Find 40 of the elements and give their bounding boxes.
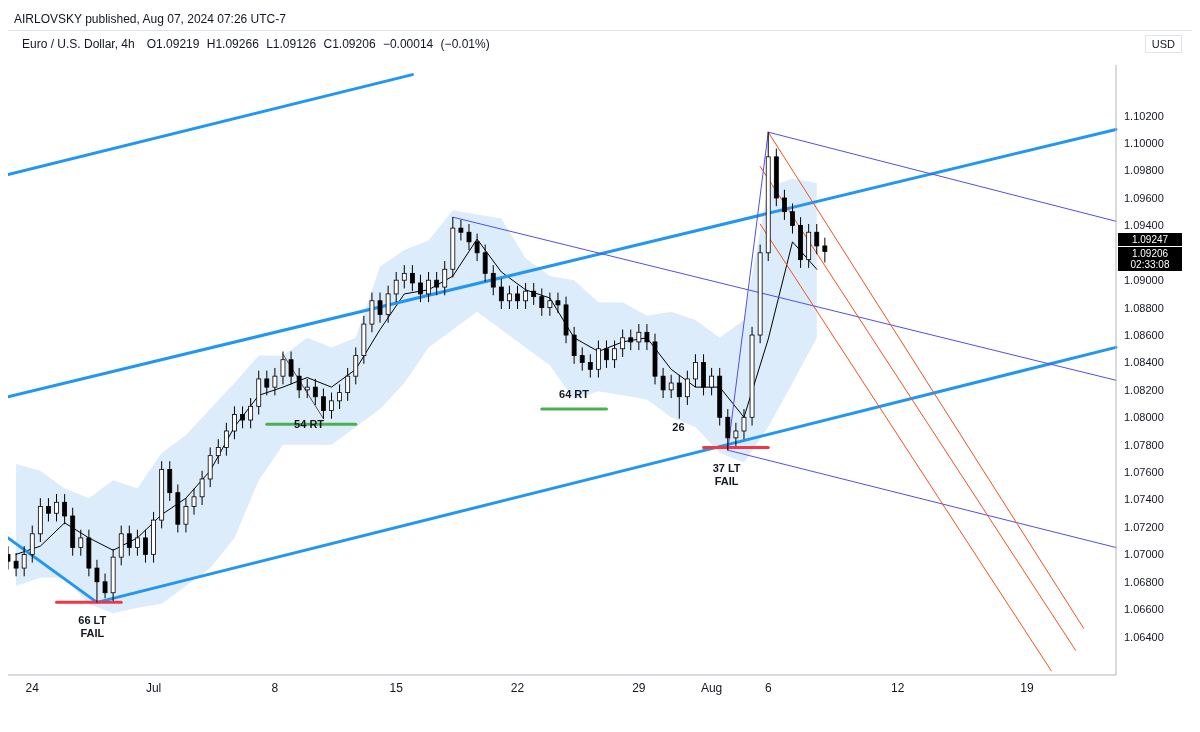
y-tick-label: 1.09600	[1124, 191, 1164, 204]
y-tick-label: 1.09400	[1124, 219, 1164, 232]
y-tick-label: 1.08200	[1124, 383, 1164, 396]
y-tick-label: 1.09800	[1124, 164, 1164, 177]
text: 1.09206 02:33:08	[1118, 248, 1182, 271]
y-tick-label: 1.07800	[1124, 438, 1164, 451]
x-tick-label: 19	[1020, 680, 1035, 695]
text: AIRLOVSKY published, Aug 07, 2024 07:26 UTC-7	[13, 11, 287, 28]
y-tick-label: 1.06400	[1124, 630, 1164, 643]
x-tick-label: Aug	[700, 680, 723, 695]
x-tick-label: 6	[764, 680, 772, 695]
y-tick-label: 1.07000	[1124, 548, 1164, 561]
y-tick-label: 1.08400	[1124, 356, 1164, 369]
y-tick-label: 1.10200	[1124, 109, 1164, 122]
x-tick-label: 29	[632, 680, 646, 695]
y-tick-label: 1.07400	[1124, 493, 1164, 506]
x-tick-label: 15	[389, 680, 404, 695]
chart-title: Euro / U.S. Dollar, 4h	[21, 37, 135, 51]
annotation: 54 RT	[293, 418, 326, 431]
x-tick-label: 22	[510, 680, 525, 695]
annotation: 26	[671, 421, 686, 434]
y-tick-label: 1.08000	[1124, 411, 1164, 424]
y-tick-label: 1.08600	[1124, 328, 1164, 341]
x-tick-label: Jul	[145, 680, 162, 695]
x-tick-label: 12	[890, 680, 905, 695]
annotation: 66 LT FAIL	[77, 614, 108, 640]
text: 1.09247	[1118, 234, 1182, 246]
annotation: 64 RT	[558, 388, 590, 401]
y-tick-label: 1.07200	[1124, 520, 1164, 533]
chart-subtitle: O1.09219 H1.09266 L1.09126 C1.09206 −0.00014 (−0.01%)	[145, 37, 490, 51]
x-tick-label: 8	[271, 680, 279, 695]
y-tick-label: 1.06600	[1124, 603, 1164, 616]
y-tick-label: 1.08800	[1124, 301, 1164, 314]
y-tick-label: 1.09000	[1124, 274, 1164, 287]
text: USD	[1144, 35, 1182, 53]
y-tick-label: 1.07600	[1124, 466, 1164, 479]
y-tick-label: 1.06800	[1124, 575, 1164, 588]
x-tick-label: 24	[25, 680, 40, 695]
y-tick-label: 1.10000	[1124, 137, 1164, 150]
annotation: 37 LT FAIL	[711, 462, 742, 488]
